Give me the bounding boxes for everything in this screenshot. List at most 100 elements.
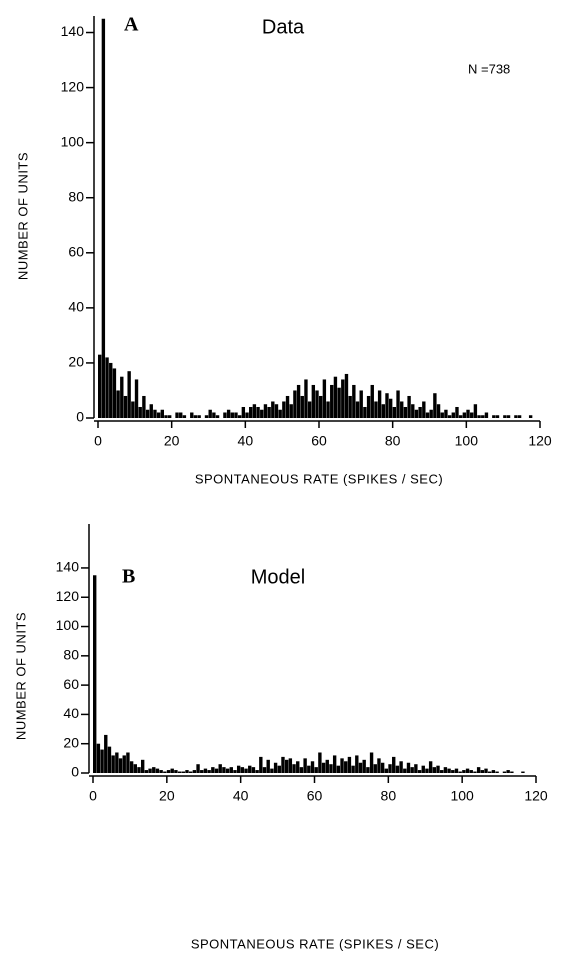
bar [425,768,429,773]
bar [188,771,193,773]
bar [429,409,433,418]
bar [352,384,356,418]
bar [212,412,216,418]
bar [421,765,425,773]
bar [142,395,146,418]
bar [377,758,381,773]
bar [156,412,161,418]
bar [193,415,198,418]
bar [330,384,334,418]
x-tick-label: 60 [311,433,327,449]
bar [436,404,441,418]
bar [396,390,400,418]
x-tick-label: 20 [164,433,180,449]
bar [444,409,448,418]
bar [480,770,485,773]
bar [163,771,167,773]
bar [470,412,474,418]
bar [138,406,142,418]
bar [422,401,426,418]
bar [208,409,212,418]
bar [458,771,462,773]
bar [140,759,145,773]
bar [521,771,525,773]
bar [385,393,389,418]
bar [337,387,341,418]
bar [443,767,448,773]
bar [196,764,200,773]
bar [462,770,466,773]
x-axis-label: SPONTANEOUS RATE (SPIKES / SEC) [191,936,439,951]
y-tick-label: 100 [61,133,85,149]
bar [440,412,444,418]
y-tick-label: 100 [56,617,80,633]
y-tick-label: 20 [68,354,84,370]
bar [410,767,414,773]
bar [433,393,437,418]
bar [492,415,496,418]
bar [120,376,124,418]
panel-label: B [122,566,135,588]
x-tick-label: 0 [89,788,97,804]
bar [462,412,467,418]
bar [495,415,500,418]
bar [418,406,422,418]
bar [122,755,126,773]
bar [175,412,179,418]
bar [366,395,371,418]
bar [112,368,117,418]
y-tick-label: 40 [63,705,79,721]
bar [451,412,455,418]
bar [149,404,153,418]
bar [325,759,329,773]
bar [197,415,201,418]
y-tick-label: 140 [56,559,80,575]
y-tick-label: 140 [61,23,85,39]
bar [255,770,259,773]
x-tick-label: 80 [381,788,397,804]
bar [392,406,397,418]
bar [164,415,168,418]
bar [451,770,455,773]
bar [145,409,150,418]
x-tick-label: 20 [159,788,175,804]
y-tick-label: 0 [76,409,84,425]
bar [177,771,182,773]
bar [370,384,374,418]
bar [363,406,367,418]
bar [476,767,481,773]
x-tick-label: 80 [385,433,401,449]
bar [307,401,312,418]
bar [111,755,115,773]
y-tick-label: 120 [61,78,85,94]
bar [230,412,234,418]
bar [129,761,134,773]
bar [380,762,385,773]
bar [300,395,304,418]
bar [417,770,422,773]
y-tick-label: 60 [68,243,84,259]
bar [510,771,514,773]
bar [296,384,301,418]
bar [273,762,278,773]
bar [322,379,327,418]
bar [214,768,219,773]
bar [144,770,149,773]
bar [381,404,385,418]
bar [240,767,245,773]
bar [332,755,337,773]
x-tick-label: 120 [528,433,552,449]
x-tick-label: 0 [94,433,102,449]
bar [148,768,152,773]
bar [101,18,106,419]
bar [359,390,363,418]
bar [348,395,352,418]
bar [131,401,135,418]
bar [326,401,330,418]
bar [126,752,130,773]
bar [362,759,366,773]
bar [411,404,415,418]
bar [285,395,290,418]
bar [384,768,389,773]
